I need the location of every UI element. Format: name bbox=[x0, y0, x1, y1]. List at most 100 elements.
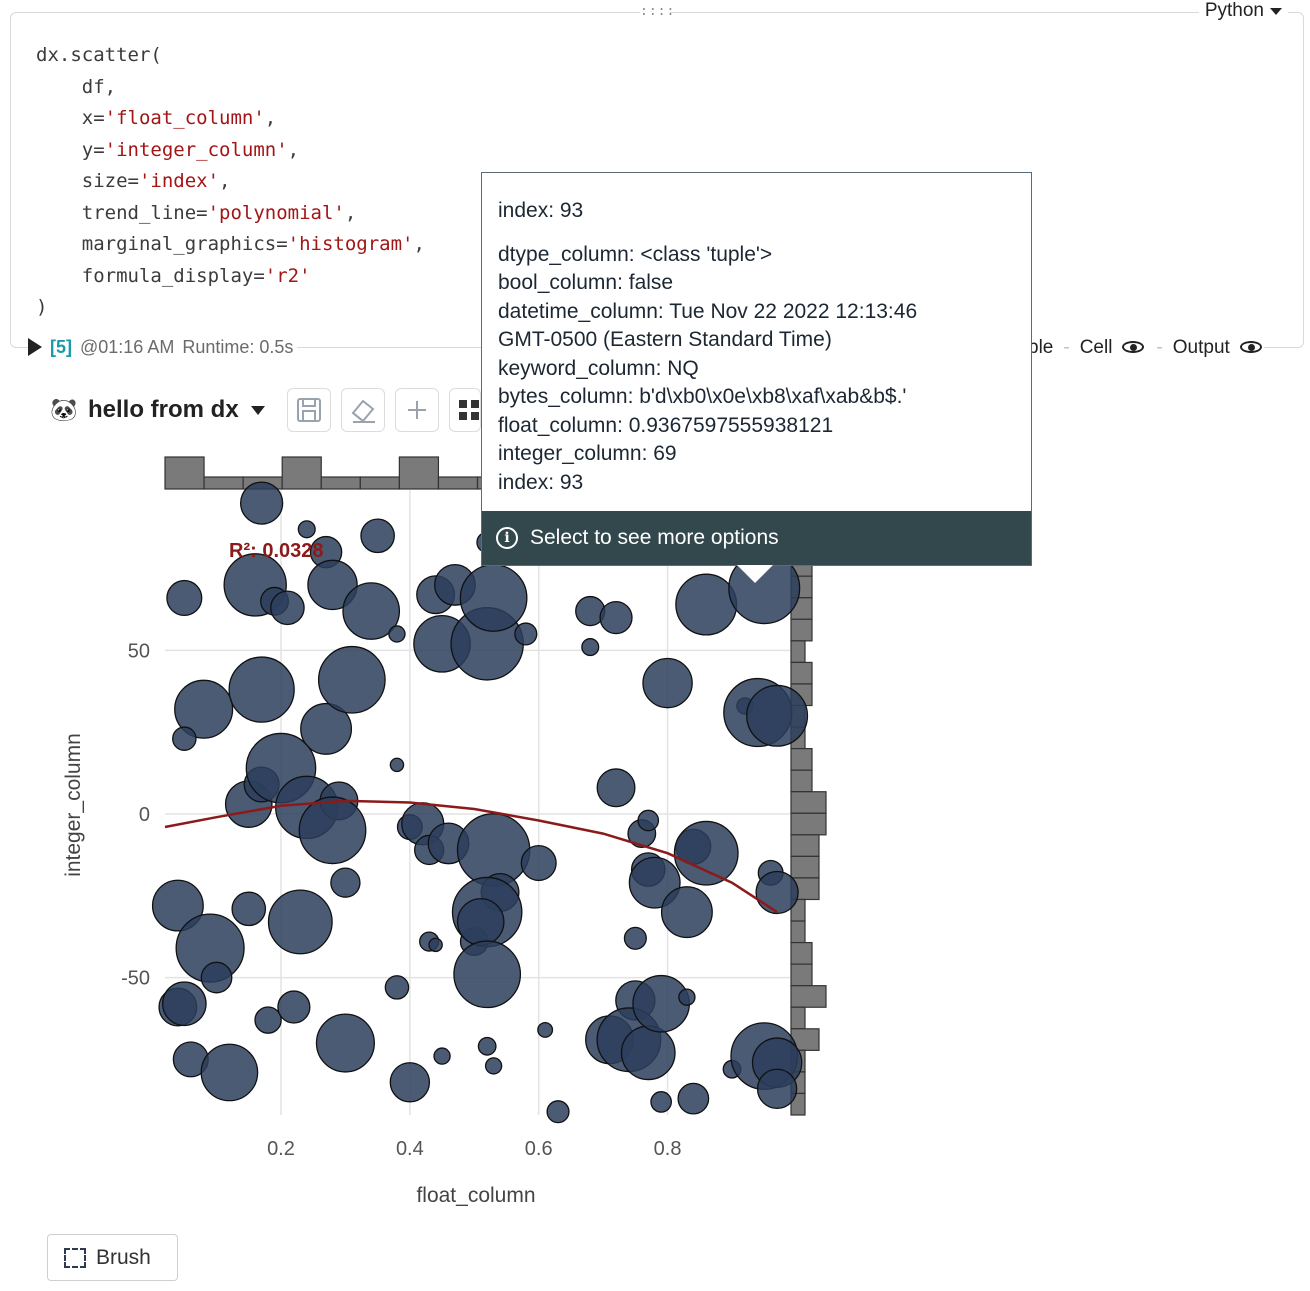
scatter-point[interactable] bbox=[677, 1082, 710, 1115]
scatter-point[interactable] bbox=[673, 820, 739, 886]
scatter-point[interactable] bbox=[228, 656, 295, 723]
scatter-point[interactable] bbox=[660, 886, 713, 939]
scatter-point[interactable] bbox=[596, 768, 636, 808]
tooltip-pointer bbox=[737, 565, 773, 583]
run-icon[interactable] bbox=[28, 338, 42, 356]
y-tick-label: -50 bbox=[121, 968, 150, 990]
y-axis-label: integer_column bbox=[62, 733, 85, 877]
scatter-point[interactable] bbox=[581, 638, 600, 657]
x-axis-label: float_column bbox=[416, 1184, 535, 1207]
output-label[interactable]: Output bbox=[1172, 337, 1230, 358]
scatter-point[interactable] bbox=[151, 879, 204, 932]
scatter-point[interactable] bbox=[623, 926, 647, 950]
scatter-point[interactable] bbox=[166, 579, 203, 617]
scatter-point[interactable] bbox=[297, 520, 316, 539]
dx-title[interactable]: hello from dx bbox=[88, 396, 239, 423]
add-button[interactable] bbox=[394, 388, 439, 432]
y-histogram-bar bbox=[790, 855, 820, 879]
scatter-point[interactable] bbox=[456, 898, 505, 946]
scatter-point[interactable] bbox=[270, 590, 305, 626]
scatter-point[interactable] bbox=[298, 796, 367, 865]
tooltip-line: bytes_column: b'd\xb0\x0e\xb8\xaf\xab&b$… bbox=[498, 385, 907, 408]
scatter-point[interactable] bbox=[315, 1013, 375, 1073]
scatter-points[interactable] bbox=[151, 481, 809, 1124]
y-histogram-bar bbox=[790, 834, 820, 857]
scatter-point[interactable] bbox=[172, 726, 197, 751]
dx-toolbar: 🐼 hello from dx bbox=[50, 386, 481, 434]
scatter-chart[interactable]: R²: 0.0328 0.2 0.4 0.6 0.8 50 0 -50 float_colu… bbox=[0, 440, 1310, 1220]
scatter-point[interactable] bbox=[161, 981, 207, 1027]
cell-label[interactable]: Cell bbox=[1079, 337, 1113, 358]
y-tick-label: 0 bbox=[139, 804, 150, 826]
scatter-point[interactable] bbox=[642, 657, 693, 709]
scatter-point[interactable] bbox=[330, 867, 361, 898]
scatter-point[interactable] bbox=[746, 684, 809, 747]
scatter-point[interactable] bbox=[200, 961, 233, 994]
scatter-point[interactable] bbox=[388, 625, 406, 643]
tooltip-footer[interactable]: i Select to see more options bbox=[482, 511, 1031, 565]
scatter-point[interactable] bbox=[389, 1062, 431, 1103]
code-text: dx.scatter( bbox=[36, 44, 162, 66]
tooltip-line: float_column: 0.9367597555938121 bbox=[498, 413, 834, 437]
drag-handle[interactable]: :::: bbox=[640, 4, 676, 20]
x-tick-label: 0.2 bbox=[267, 1138, 295, 1160]
scatter-point[interactable] bbox=[277, 990, 311, 1024]
brush-button[interactable]: Brush bbox=[47, 1234, 178, 1281]
scatter-point[interactable] bbox=[650, 1091, 672, 1113]
table-toggle-partial[interactable]: ble bbox=[1028, 337, 1054, 358]
eye-icon[interactable] bbox=[1240, 341, 1264, 355]
scatter-point[interactable] bbox=[537, 1021, 554, 1038]
x-tick-label: 0.6 bbox=[525, 1138, 553, 1160]
scatter-point[interactable] bbox=[307, 559, 358, 611]
scatter-point[interactable] bbox=[317, 645, 386, 714]
scatter-point[interactable] bbox=[459, 564, 528, 632]
scatter-point[interactable] bbox=[514, 622, 538, 646]
code-text: , bbox=[413, 233, 425, 255]
chart-builder-button[interactable] bbox=[448, 388, 481, 432]
scatter-point[interactable] bbox=[174, 679, 234, 739]
scatter-point[interactable] bbox=[756, 1068, 798, 1110]
scatter-point[interactable] bbox=[239, 481, 284, 525]
scatter-point[interactable] bbox=[477, 1036, 497, 1056]
code-string: 'histogram' bbox=[287, 233, 414, 255]
info-icon: i bbox=[496, 527, 518, 549]
eye-icon[interactable] bbox=[1122, 341, 1146, 355]
scatter-point[interactable] bbox=[254, 1006, 282, 1034]
clear-button[interactable] bbox=[340, 388, 385, 432]
scatter-point[interactable] bbox=[755, 870, 799, 915]
scatter-point[interactable] bbox=[428, 937, 443, 953]
language-select[interactable]: Python bbox=[1198, 0, 1288, 22]
scatter-point[interactable] bbox=[678, 988, 696, 1006]
scatter-point[interactable] bbox=[620, 1025, 676, 1081]
scatter-point[interactable] bbox=[231, 891, 267, 927]
scatter-point[interactable] bbox=[520, 844, 557, 882]
code-line: y='integer_column', bbox=[36, 139, 299, 161]
scatter-point[interactable] bbox=[546, 1100, 570, 1124]
scatter-point[interactable] bbox=[637, 809, 660, 832]
save-icon bbox=[296, 398, 321, 422]
scatter-point[interactable] bbox=[453, 940, 522, 1009]
scatter-point[interactable] bbox=[200, 1043, 259, 1102]
code-string: 'float_column' bbox=[104, 107, 265, 129]
code-line: dx.scatter( bbox=[36, 44, 162, 66]
scatter-point[interactable] bbox=[433, 1047, 451, 1065]
scatter-point[interactable] bbox=[632, 974, 690, 1033]
scatter-point[interactable] bbox=[484, 1057, 503, 1075]
scatter-point[interactable] bbox=[389, 757, 405, 773]
scatter-point[interactable] bbox=[384, 975, 410, 1000]
scatter-point[interactable] bbox=[675, 573, 738, 636]
code-line: trend_line='polynomial', bbox=[36, 202, 357, 224]
chevron-down-icon[interactable] bbox=[250, 405, 265, 415]
code-text: , bbox=[287, 138, 300, 161]
axis-ticks: 0.2 0.4 0.6 0.8 50 0 -50 bbox=[121, 640, 681, 1160]
scatter-point[interactable] bbox=[300, 702, 353, 755]
scatter-point[interactable] bbox=[360, 518, 395, 554]
save-button[interactable] bbox=[286, 388, 331, 432]
tooltip-body: index: 93 dtype_column: <class 'tuple'> b… bbox=[498, 197, 917, 497]
code-editor[interactable]: dx.scatter( df, x='float_column', y='int… bbox=[36, 40, 425, 324]
scatter-point[interactable] bbox=[342, 582, 401, 640]
scatter-point[interactable] bbox=[599, 601, 633, 635]
scatter-point[interactable] bbox=[267, 889, 333, 955]
grid-icon bbox=[458, 400, 479, 420]
x-tick-label: 0.8 bbox=[654, 1138, 682, 1160]
